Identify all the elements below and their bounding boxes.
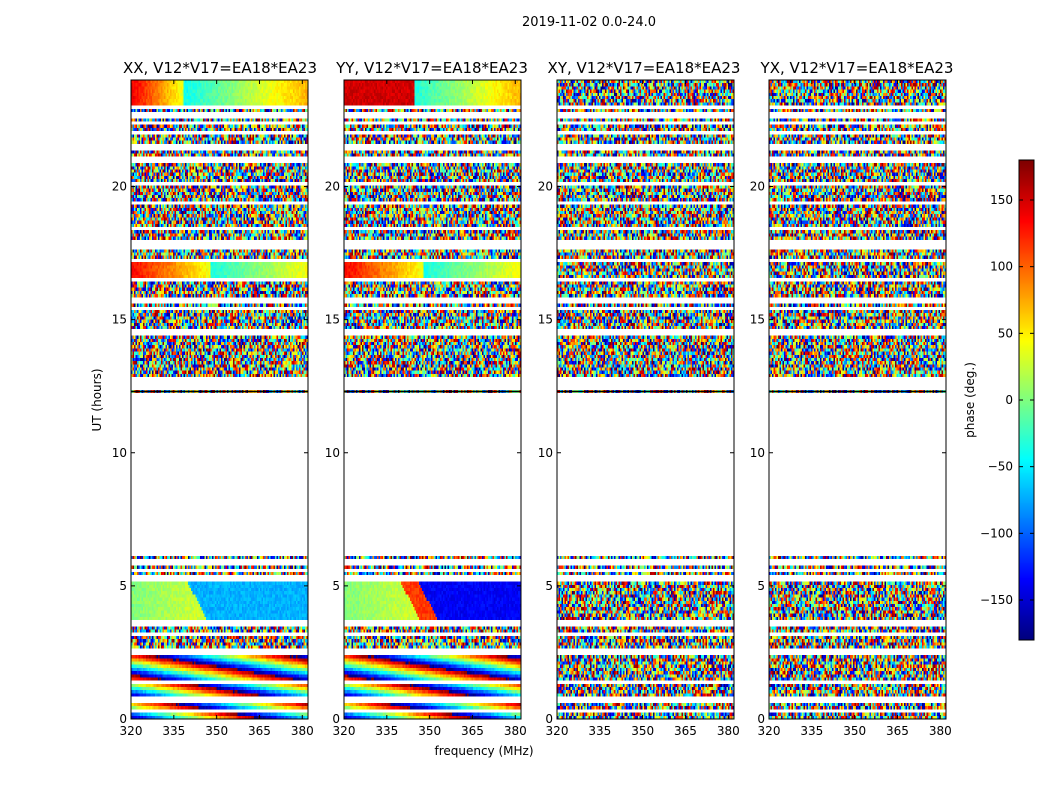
- y-tick-label: 10: [538, 446, 553, 460]
- panel-xy: XY, V12*V17=EA18*EA23: [548, 59, 741, 77]
- axes-frame: [556, 79, 735, 720]
- x-tick-label: 365: [674, 724, 697, 738]
- y-tick-label: 20: [325, 180, 340, 194]
- phase-raster: [344, 80, 521, 719]
- y-tick-label: 0: [119, 712, 127, 726]
- y-tick-label: 15: [538, 313, 553, 327]
- colorbar-tick-label: 100: [990, 260, 1013, 274]
- colorbar-tick-label: 50: [998, 326, 1013, 340]
- y-tick-label: 5: [119, 579, 127, 593]
- x-tick-label: 380: [717, 724, 740, 738]
- y-tick-label: 5: [545, 579, 553, 593]
- heatmap-xx: 320 335 350 365 380 0 5 10 15 20: [112, 79, 314, 738]
- x-tick-label: 320: [758, 724, 781, 738]
- y-tick-label: 0: [545, 712, 553, 726]
- axes-frame: [130, 79, 309, 720]
- y-tick-label: 5: [757, 579, 765, 593]
- phase-raster: [769, 80, 946, 719]
- y-tick-label: 20: [538, 180, 553, 194]
- y-tick-label: 10: [325, 446, 340, 460]
- colorbar-tick-label: −50: [988, 460, 1013, 474]
- x-tick-label: 380: [291, 724, 314, 738]
- y-tick-label: 15: [750, 313, 765, 327]
- panel-yy: YY, V12*V17=EA18*EA23: [335, 59, 528, 77]
- panel-title: YY, V12*V17=EA18*EA23: [335, 59, 528, 77]
- figure-suptitle: 2019-11-02 0.0-24.0: [522, 15, 656, 30]
- y-tick-label: 15: [112, 313, 127, 327]
- phase-raster: [557, 80, 734, 719]
- y-tick-label: 0: [757, 712, 765, 726]
- panel-title: XX, V12*V17=EA18*EA23: [123, 59, 317, 77]
- colorbar-tick-label: −100: [980, 526, 1013, 540]
- x-tick-label: 350: [631, 724, 654, 738]
- axes-frame: [768, 79, 947, 720]
- x-tick-label: 320: [333, 724, 356, 738]
- x-tick-label: 335: [162, 724, 185, 738]
- x-tick-label: 365: [886, 724, 909, 738]
- axes-frame: [343, 79, 522, 720]
- x-tick-label: 380: [929, 724, 952, 738]
- x-tick-label: 335: [375, 724, 398, 738]
- y-tick-label: 20: [112, 180, 127, 194]
- x-tick-label: 320: [120, 724, 143, 738]
- y-tick-label: 0: [332, 712, 340, 726]
- panel-yx: YX, V12*V17=EA18*EA23: [760, 59, 954, 77]
- colorbar: −150 −100 −50 0 50 100 150: [980, 159, 1035, 641]
- panel-title: YX, V12*V17=EA18*EA23: [760, 59, 954, 77]
- x-axis-label: frequency (MHz): [434, 744, 533, 758]
- heatmap-xy: 320 335 350 365 380 0 5 10 15 20: [538, 79, 740, 738]
- y-tick-label: 10: [112, 446, 127, 460]
- x-tick-label: 365: [248, 724, 271, 738]
- colorbar-tick-label: 0: [1005, 393, 1013, 407]
- x-tick-label: 335: [588, 724, 611, 738]
- heatmap-yx: 320 335 350 365 380 0 5 10 15 20: [750, 79, 952, 738]
- y-tick-label: 5: [332, 579, 340, 593]
- colorbar-tick-label: −150: [980, 593, 1013, 607]
- colorbar-tick-label: 150: [990, 193, 1013, 207]
- panel-xx: XX, V12*V17=EA18*EA23: [123, 59, 317, 77]
- x-tick-label: 320: [546, 724, 569, 738]
- x-tick-label: 380: [504, 724, 527, 738]
- y-tick-label: 20: [750, 180, 765, 194]
- x-tick-label: 365: [461, 724, 484, 738]
- colorbar-gradient: [1019, 160, 1034, 640]
- y-tick-label: 10: [750, 446, 765, 460]
- x-tick-label: 350: [418, 724, 441, 738]
- phase-raster: [131, 80, 308, 719]
- plot-area: 320 335 350 365 380 0 5 10 15 20 320 335 350 365 380 0 5…: [112, 79, 952, 738]
- heatmap-yy: 320 335 350 365 380 0 5 10 15 20: [325, 79, 527, 738]
- panel-title: XY, V12*V17=EA18*EA23: [548, 59, 741, 77]
- colorbar-label: phase (deg.): [963, 362, 977, 438]
- y-axis-label: UT (hours): [90, 368, 104, 431]
- x-tick-label: 335: [800, 724, 823, 738]
- x-tick-label: 350: [205, 724, 228, 738]
- y-tick-label: 15: [325, 313, 340, 327]
- x-tick-label: 350: [843, 724, 866, 738]
